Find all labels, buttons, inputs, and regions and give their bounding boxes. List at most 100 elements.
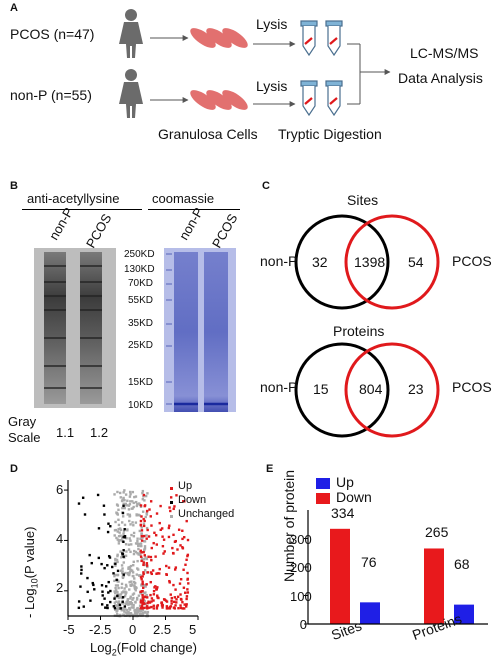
volcano-point-unchanged (128, 513, 132, 516)
bar-legend-up-label: Up (336, 474, 354, 490)
granulosa-cells-label: Granulosa Cells (158, 126, 258, 142)
volcano-point-up (159, 528, 162, 532)
volcano-xtick-minus2-5: -2.5 (89, 622, 112, 637)
volcano-point-unchanged (123, 595, 127, 598)
volcano-point-up (172, 533, 175, 537)
volcano-point-unchanged (135, 598, 139, 601)
panel-label-b: B (10, 180, 18, 192)
volcano-point-unchanged (137, 553, 140, 556)
volcano-point-up (175, 601, 178, 604)
volcano-point-unchanged (136, 542, 139, 545)
volcano-point-up (153, 531, 156, 535)
volcano-ytick-4: 4 (56, 531, 64, 546)
volcano-point-unchanged (117, 518, 120, 521)
volcano-point-unchanged (124, 554, 128, 558)
volcano-point-up (148, 606, 151, 609)
volcano-point-unchanged (125, 504, 129, 507)
volcano-point-up (149, 571, 153, 574)
volcano-point-down (83, 513, 87, 516)
volcano-point-up (146, 596, 149, 599)
volcano-point-up (183, 500, 186, 503)
volcano-point-up (142, 517, 145, 521)
volcano-point-unchanged (143, 499, 146, 502)
gel-lane-pcos: PCOS (209, 211, 241, 251)
volcano-point-unchanged (128, 571, 132, 574)
volcano-point-unchanged (116, 553, 119, 557)
volcano-point-unchanged (128, 490, 132, 494)
volcano-point-unchanged (145, 593, 148, 597)
volcano-plot (64, 480, 199, 620)
volcano-point-unchanged (133, 549, 136, 553)
volcano-point-unchanged (121, 608, 125, 612)
volcano-point-up (164, 599, 168, 602)
volcano-point-unchanged (137, 542, 141, 546)
volcano-point-down (111, 565, 114, 569)
legend-up-label: Up (178, 480, 193, 492)
volcano-point-unchanged (124, 493, 128, 496)
volcano-point-unchanged (132, 604, 135, 607)
volcano-point-unchanged (135, 596, 139, 600)
volcano-point-unchanged (117, 600, 121, 603)
volcano-point-unchanged (114, 573, 117, 577)
volcano-point-unchanged (132, 606, 135, 609)
volcano-point-unchanged (140, 532, 143, 535)
volcano-point-down (100, 603, 104, 606)
volcano-point-unchanged (117, 523, 121, 527)
venn-sites-left-label: non-P (260, 253, 298, 269)
volcano-point-unchanged (126, 598, 130, 601)
volcano-point-up (155, 543, 158, 546)
volcano-point-unchanged (129, 584, 133, 587)
bar-value-proteins-down: 265 (425, 524, 449, 540)
volcano-point-down (107, 580, 110, 584)
volcano-point-unchanged (116, 591, 119, 594)
volcano-point-unchanged (138, 574, 141, 577)
volcano-point-unchanged (129, 597, 132, 600)
volcano-point-down (97, 556, 100, 560)
volcano-point-up (142, 561, 145, 564)
volcano-point-unchanged (114, 608, 117, 611)
volcano-point-unchanged (140, 526, 143, 529)
volcano-point-up (185, 603, 188, 606)
volcano-point-up (173, 540, 177, 543)
marker-250kd: 250KD (124, 249, 155, 260)
granulosa-cells-pcos (190, 28, 248, 48)
volcano-point-down (122, 504, 125, 507)
volcano-point-up (162, 598, 166, 601)
bar-ytick-100: 100 (290, 589, 312, 604)
volcano-point-unchanged (125, 608, 129, 612)
volcano-point-up (142, 602, 145, 606)
volcano-point-unchanged (141, 489, 145, 493)
volcano-point-up (163, 550, 166, 553)
volcano-point-up (168, 607, 172, 610)
volcano-xtick-5: 5 (189, 622, 197, 637)
volcano-point-up (151, 569, 155, 572)
volcano-point-up (155, 572, 158, 575)
volcano-point-unchanged (115, 600, 118, 603)
volcano-point-up (158, 567, 161, 571)
volcano-point-unchanged (134, 495, 138, 498)
volcano-point-up (149, 515, 152, 518)
volcano-point-up (145, 562, 149, 565)
volcano-point-up (186, 577, 190, 581)
volcano-point-unchanged (132, 560, 135, 564)
volcano-point-up (174, 604, 177, 607)
volcano-point-unchanged (129, 595, 132, 598)
volcano-point-up (161, 545, 165, 548)
volcano-point-down (101, 594, 104, 597)
volcano-point-up (150, 597, 154, 600)
volcano-point-up (141, 593, 144, 597)
volcano-point-up (179, 597, 183, 601)
volcano-point-up (141, 580, 144, 583)
volcano-point-unchanged (114, 528, 118, 532)
volcano-point-unchanged (135, 513, 138, 516)
volcano-point-up (165, 605, 169, 608)
volcano-point-up (152, 593, 156, 596)
volcano-point-unchanged (141, 510, 145, 513)
volcano-point-unchanged (143, 545, 147, 548)
volcano-point-unchanged (114, 559, 117, 562)
volcano-point-unchanged (116, 573, 119, 577)
volcano-point-unchanged (133, 587, 137, 590)
volcano-point-unchanged (118, 527, 122, 530)
volcano-point-unchanged (132, 524, 135, 527)
volcano-point-unchanged (136, 537, 139, 540)
